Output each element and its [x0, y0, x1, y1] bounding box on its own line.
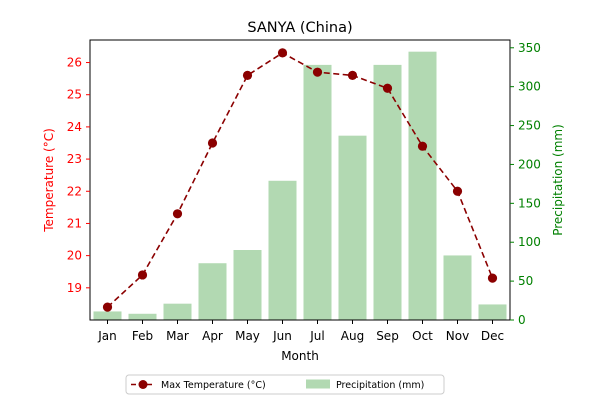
precipitation-bar	[198, 263, 227, 320]
x-tick-label: Aug	[341, 329, 364, 343]
x-axis-label: Month	[281, 349, 319, 363]
y-left-tick-label: 26	[67, 56, 82, 70]
axis-labels: SANYA (China) Month Temperature (°C) Pre…	[42, 20, 565, 363]
precipitation-bar	[163, 303, 192, 320]
y-right-tick-label: 250	[518, 119, 541, 133]
x-tick-label: Mar	[166, 329, 189, 343]
axes: Jan Feb Mar Apr May Jun Jul Aug Sep Oct Nov Dec 19 20…	[67, 39, 541, 343]
precipitation-bar	[128, 313, 157, 320]
temperature-point	[242, 70, 253, 80]
precipitation-bar	[338, 135, 367, 320]
temperature-point	[417, 141, 428, 151]
precipitation-bar	[268, 180, 297, 320]
x-tick-label: Oct	[412, 329, 433, 343]
legend-label-temperature: Max Temperature (°C)	[161, 380, 266, 391]
temperature-point	[277, 48, 288, 58]
precipitation-bar	[373, 64, 402, 320]
temperature-point	[382, 83, 393, 93]
y-left-tick-label: 20	[67, 249, 82, 263]
y-left-tick-label: 19	[67, 281, 82, 295]
y-left-tick-label: 22	[67, 184, 82, 198]
y-right-tick-label: 100	[518, 235, 541, 249]
y-right-tick-label: 200	[518, 157, 541, 171]
x-tick-label: Jul	[309, 329, 324, 343]
precipitation-bar	[478, 304, 507, 320]
plot-frame	[89, 39, 511, 321]
temperature-point	[312, 67, 323, 77]
y-right-tick-label: 0	[518, 313, 526, 327]
legend-frame	[125, 374, 445, 395]
y-right-tick-label: 150	[518, 196, 541, 210]
x-tick-label: Jan	[97, 329, 117, 343]
x-tick-label: Sep	[376, 329, 399, 343]
y-left-tick-label: 24	[67, 120, 82, 134]
x-tick-label: Jun	[272, 329, 292, 343]
precipitation-bar	[233, 250, 262, 320]
temperature-point	[207, 138, 218, 148]
y-left-tick-label: 25	[67, 88, 82, 102]
x-tick-label: Feb	[132, 329, 153, 343]
precipitation-bars	[93, 51, 507, 321]
x-tick-label: May	[235, 329, 260, 343]
precipitation-bar	[303, 64, 332, 320]
legend-dot-marker	[138, 380, 148, 389]
legend: Max Temperature (°C) Precipitation (mm)	[125, 374, 445, 395]
temperature-point	[102, 302, 113, 312]
precipitation-bar	[443, 255, 472, 320]
y-left-tick-label: 23	[67, 152, 82, 166]
temperature-point	[172, 209, 183, 219]
x-tick-label: Apr	[202, 329, 223, 343]
legend-bar-marker	[306, 379, 330, 389]
y-axis-right-label: Precipitation (mm)	[551, 124, 565, 236]
precipitation-bar	[408, 51, 437, 321]
legend-label-precipitation: Precipitation (mm)	[336, 380, 424, 391]
precipitation-bar	[93, 311, 122, 320]
x-tick-label: Nov	[446, 329, 469, 343]
temperature-line	[106, 51, 494, 308]
temperature-point	[452, 186, 463, 196]
y-right-tick-label: 300	[518, 80, 541, 94]
y-axis-left-label: Temperature (°C)	[42, 128, 56, 233]
y-right-tick-label: 350	[518, 41, 541, 55]
x-tick-label: Dec	[481, 329, 504, 343]
temperature-point	[137, 270, 148, 280]
y-right-tick-label: 50	[518, 274, 533, 288]
temperature-line-layer	[102, 48, 498, 312]
temperature-point	[347, 70, 358, 80]
chart-title: SANYA (China)	[247, 20, 352, 36]
y-left-tick-label: 21	[67, 216, 82, 230]
temperature-point	[487, 273, 498, 283]
